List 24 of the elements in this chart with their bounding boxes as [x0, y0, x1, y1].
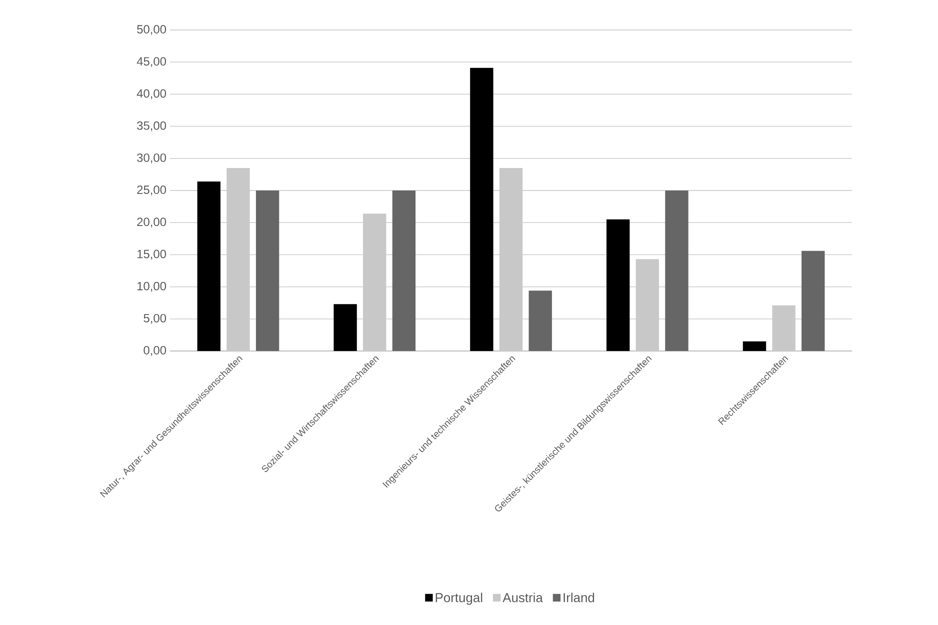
legend-label: Portugal [436, 592, 482, 605]
bar [392, 190, 416, 351]
bar [802, 250, 825, 351]
y-tick-label: 20,00 [137, 218, 166, 228]
y-tick-label: 25,00 [137, 186, 166, 196]
bar [606, 219, 630, 351]
y-tick-label: 10,00 [137, 282, 166, 292]
y-tick-label: 0,00 [144, 346, 166, 356]
y-tick-label: 45,00 [136, 57, 166, 68]
bar [256, 190, 280, 351]
bar [334, 304, 357, 351]
legend-label: Austria [502, 592, 543, 602]
bar [528, 290, 552, 351]
y-tick-label: 30,00 [137, 153, 166, 164]
legend-label: Irland [564, 592, 594, 602]
y-tick-label: 5,00 [144, 314, 166, 324]
y-tick-label: 15,00 [137, 250, 166, 260]
y-tick-label: 35,00 [137, 121, 166, 132]
bar [742, 341, 766, 351]
y-tick-label: 50,00 [137, 25, 166, 35]
bar [470, 68, 494, 351]
bar [197, 182, 220, 351]
bar [665, 190, 688, 351]
y-tick-label: 40,00 [136, 89, 166, 100]
